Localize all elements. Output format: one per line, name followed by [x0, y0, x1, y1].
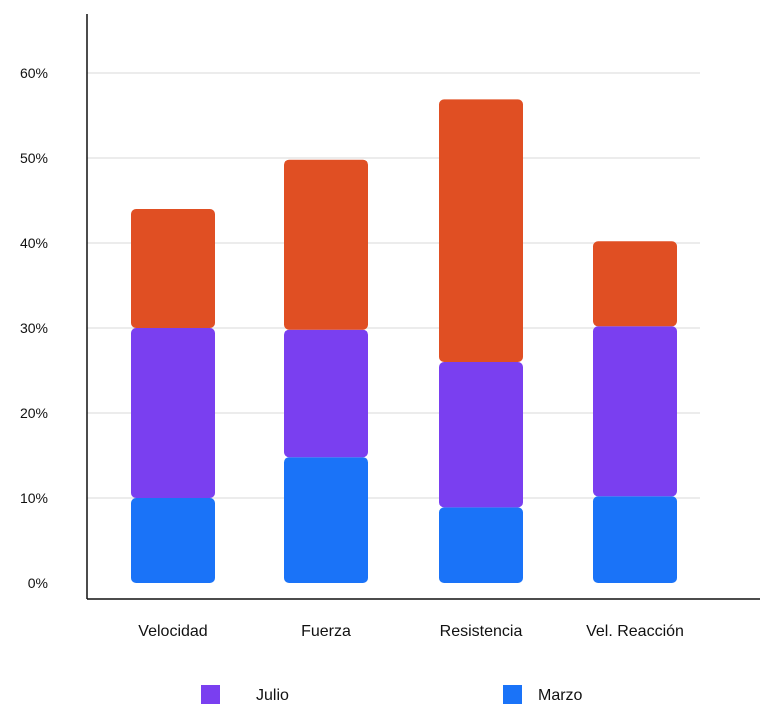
y-tick-label: 60% [20, 65, 48, 81]
legend-swatch-marzo [503, 685, 522, 704]
bar-segment-julio [131, 328, 215, 498]
bar-segment-series-3 [131, 209, 215, 328]
bar-segment-marzo [593, 496, 677, 583]
bar-segment-series-3 [593, 241, 677, 327]
x-category-label: Vel. Reacción [586, 623, 684, 640]
x-category-label: Velocidad [138, 623, 207, 640]
y-tick-label: 20% [20, 405, 48, 421]
legend: Julio Marzo [201, 685, 583, 704]
x-axis-categories: Velocidad Fuerza Resistencia Vel. Reacción [138, 623, 684, 640]
bar-segment-marzo [131, 498, 215, 583]
y-tick-label: 10% [20, 490, 48, 506]
x-category-label: Fuerza [301, 623, 351, 640]
bar-segment-marzo [439, 507, 523, 583]
legend-swatch-julio [201, 685, 220, 704]
y-tick-label: 30% [20, 320, 48, 336]
bar-segment-series-3 [439, 99, 523, 362]
bar-segment-marzo [284, 457, 368, 583]
bar-segment-julio [593, 326, 677, 497]
bar-segment-series-3 [284, 159, 368, 330]
x-category-label: Resistencia [440, 623, 523, 640]
legend-label-julio: Julio [256, 687, 289, 704]
y-tick-label: 50% [20, 150, 48, 166]
legend-label-marzo: Marzo [538, 687, 583, 704]
bar-segment-julio [439, 362, 523, 508]
y-tick-label: 40% [20, 235, 48, 251]
bar-segment-julio [284, 329, 368, 458]
y-tick-label: 0% [28, 575, 48, 591]
bars [131, 99, 677, 583]
y-axis-ticks: 0% 10% 20% 30% 40% 50% 60% [20, 65, 48, 591]
